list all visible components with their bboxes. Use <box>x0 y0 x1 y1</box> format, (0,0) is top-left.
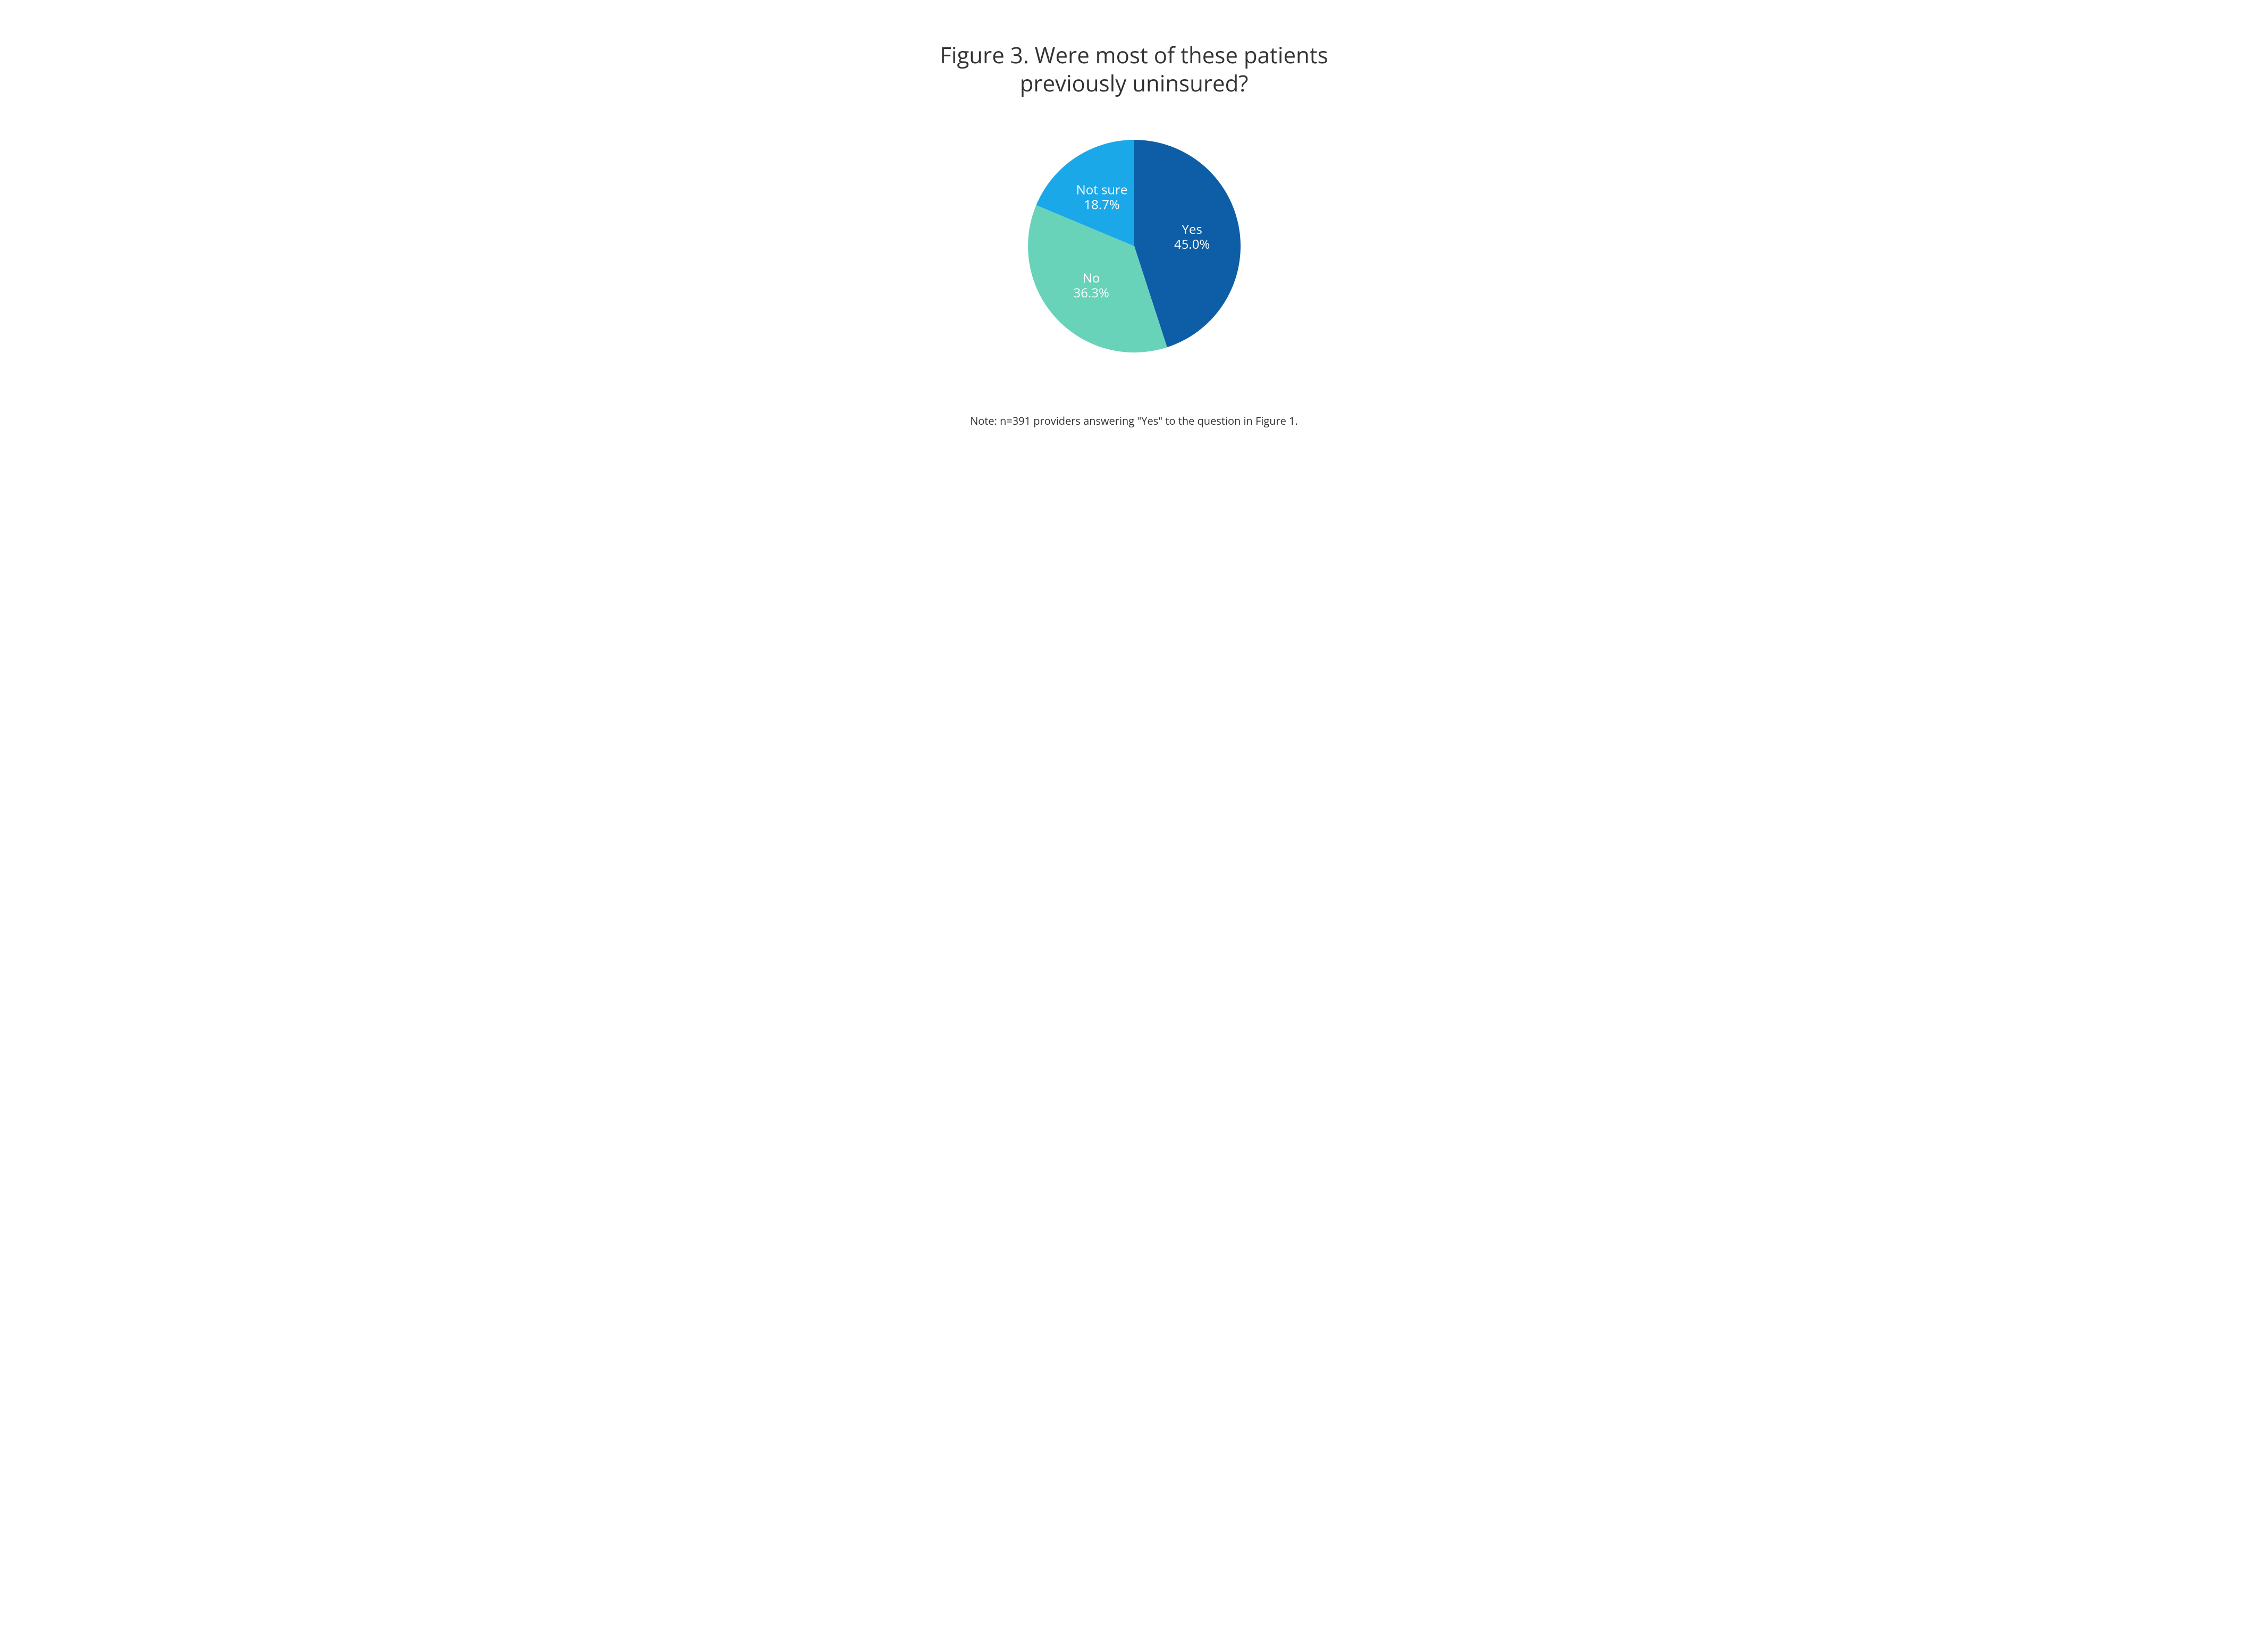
slice-label-percent: 18.7% <box>1084 196 1119 213</box>
slice-label-percent: 45.0% <box>1174 236 1209 253</box>
slice-label-percent: 36.3% <box>1073 284 1109 302</box>
pie-chart: Yes45.0%No36.3%Not sure18.7% <box>1017 129 1251 363</box>
chart-title: Figure 3. Were most of these patients pr… <box>794 0 1474 97</box>
chart-footnote: Note: n=391 providers answering "Yes" to… <box>794 414 1474 428</box>
figure-container: Figure 3. Were most of these patients pr… <box>794 0 1474 492</box>
chart-area: Yes45.0%No36.3%Not sure18.7% <box>794 129 1474 363</box>
